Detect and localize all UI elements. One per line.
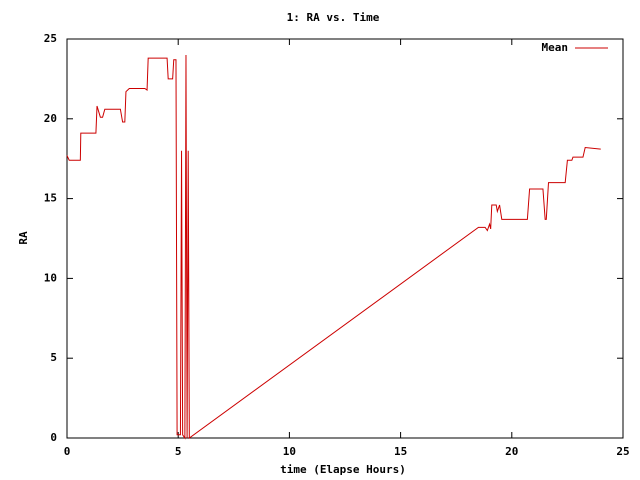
y-tick-label: 5 [50,351,57,364]
x-tick-label: 25 [616,445,629,458]
x-tick-label: 10 [283,445,296,458]
plot-border [66,38,624,439]
y-axis-label: RA [17,231,30,245]
y-tick-label: 10 [44,271,57,284]
y-tick-label: 20 [44,112,57,125]
x-tick-label: 0 [64,445,71,458]
y-tick-label: 0 [50,431,57,444]
legend-label: Mean [542,41,569,54]
chart-title: 1: RA vs. Time [287,11,380,24]
x-tick-label: 5 [175,445,182,458]
y-tick-label: 25 [44,32,57,45]
x-axis-label: time (Elapse Hours) [280,463,406,476]
data-line [66,54,601,440]
x-tick-label: 15 [394,445,407,458]
y-tick-label: 15 [44,192,57,205]
x-tick-label: 20 [505,445,518,458]
